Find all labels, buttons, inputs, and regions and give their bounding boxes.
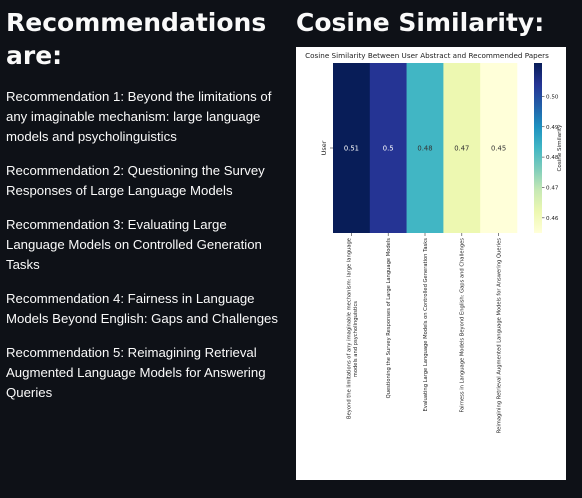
- colorbar-tick-label: 0.46: [546, 216, 559, 222]
- recommendations-heading: Recommendations are:: [6, 8, 267, 70]
- colorbar-label: Cosine Similarity: [557, 124, 563, 172]
- colorbar-tick-label: 0.48: [546, 155, 559, 161]
- column-label: Evaluating Large Language Models on Cont…: [423, 238, 429, 412]
- heatmap-cell: [369, 63, 407, 233]
- cell-value-label: 0.5: [383, 145, 394, 153]
- column-label: Beyond the limitations of any imaginable…: [347, 238, 359, 419]
- heatmap-svg: Cosine Similarity Between User Abstract …: [305, 51, 563, 434]
- cell-value-label: 0.45: [491, 145, 506, 153]
- recommendation-item-2: Recommendation 2: Questioning the Survey…: [6, 163, 265, 198]
- recommendation-item-4: Recommendation 4: Fairness in Language M…: [6, 291, 278, 326]
- chart-title: Cosine Similarity Between User Abstract …: [305, 51, 549, 60]
- colorbar-tick-label: 0.50: [546, 94, 559, 100]
- colorbar-tick-label: 0.49: [546, 125, 559, 131]
- heatmap-chart: Cosine Similarity Between User Abstract …: [296, 47, 566, 480]
- row-label: User: [320, 140, 328, 155]
- cell-value-label: 0.47: [454, 145, 469, 153]
- cell-value-label: 0.51: [344, 145, 359, 153]
- column-label: Reimagining Retrieval Augmented Language…: [496, 238, 502, 434]
- heatmap-cell: [480, 63, 518, 233]
- recommendation-list: Recommendation 1: Beyond the limitations…: [6, 87, 288, 403]
- colorbar-tick-label: 0.47: [546, 185, 559, 191]
- recommendation-item-5: Recommendation 5: Reimagining Retrieval …: [6, 345, 266, 400]
- similarity-panel: Cosine Similarity: Cosine Similarity Bet…: [296, 0, 580, 480]
- similarity-heading: Cosine Similarity:: [296, 8, 545, 37]
- colorbar: [534, 63, 542, 233]
- heatmap-cell: [333, 63, 371, 233]
- recommendations-panel: Recommendations are: Recommendation 1: B…: [6, 0, 288, 417]
- cell-value-label: 0.48: [417, 145, 432, 153]
- recommendation-item-3: Recommendation 3: Evaluating Large Langu…: [6, 217, 262, 272]
- column-label: Questioning the Survey Responses of Larg…: [386, 238, 392, 399]
- column-label: Fairness in Language Models Beyond Engli…: [460, 238, 466, 413]
- heatmap-cell: [443, 63, 481, 233]
- heatmap-cell: [406, 63, 444, 233]
- recommendation-item-1: Recommendation 1: Beyond the limitations…: [6, 89, 272, 144]
